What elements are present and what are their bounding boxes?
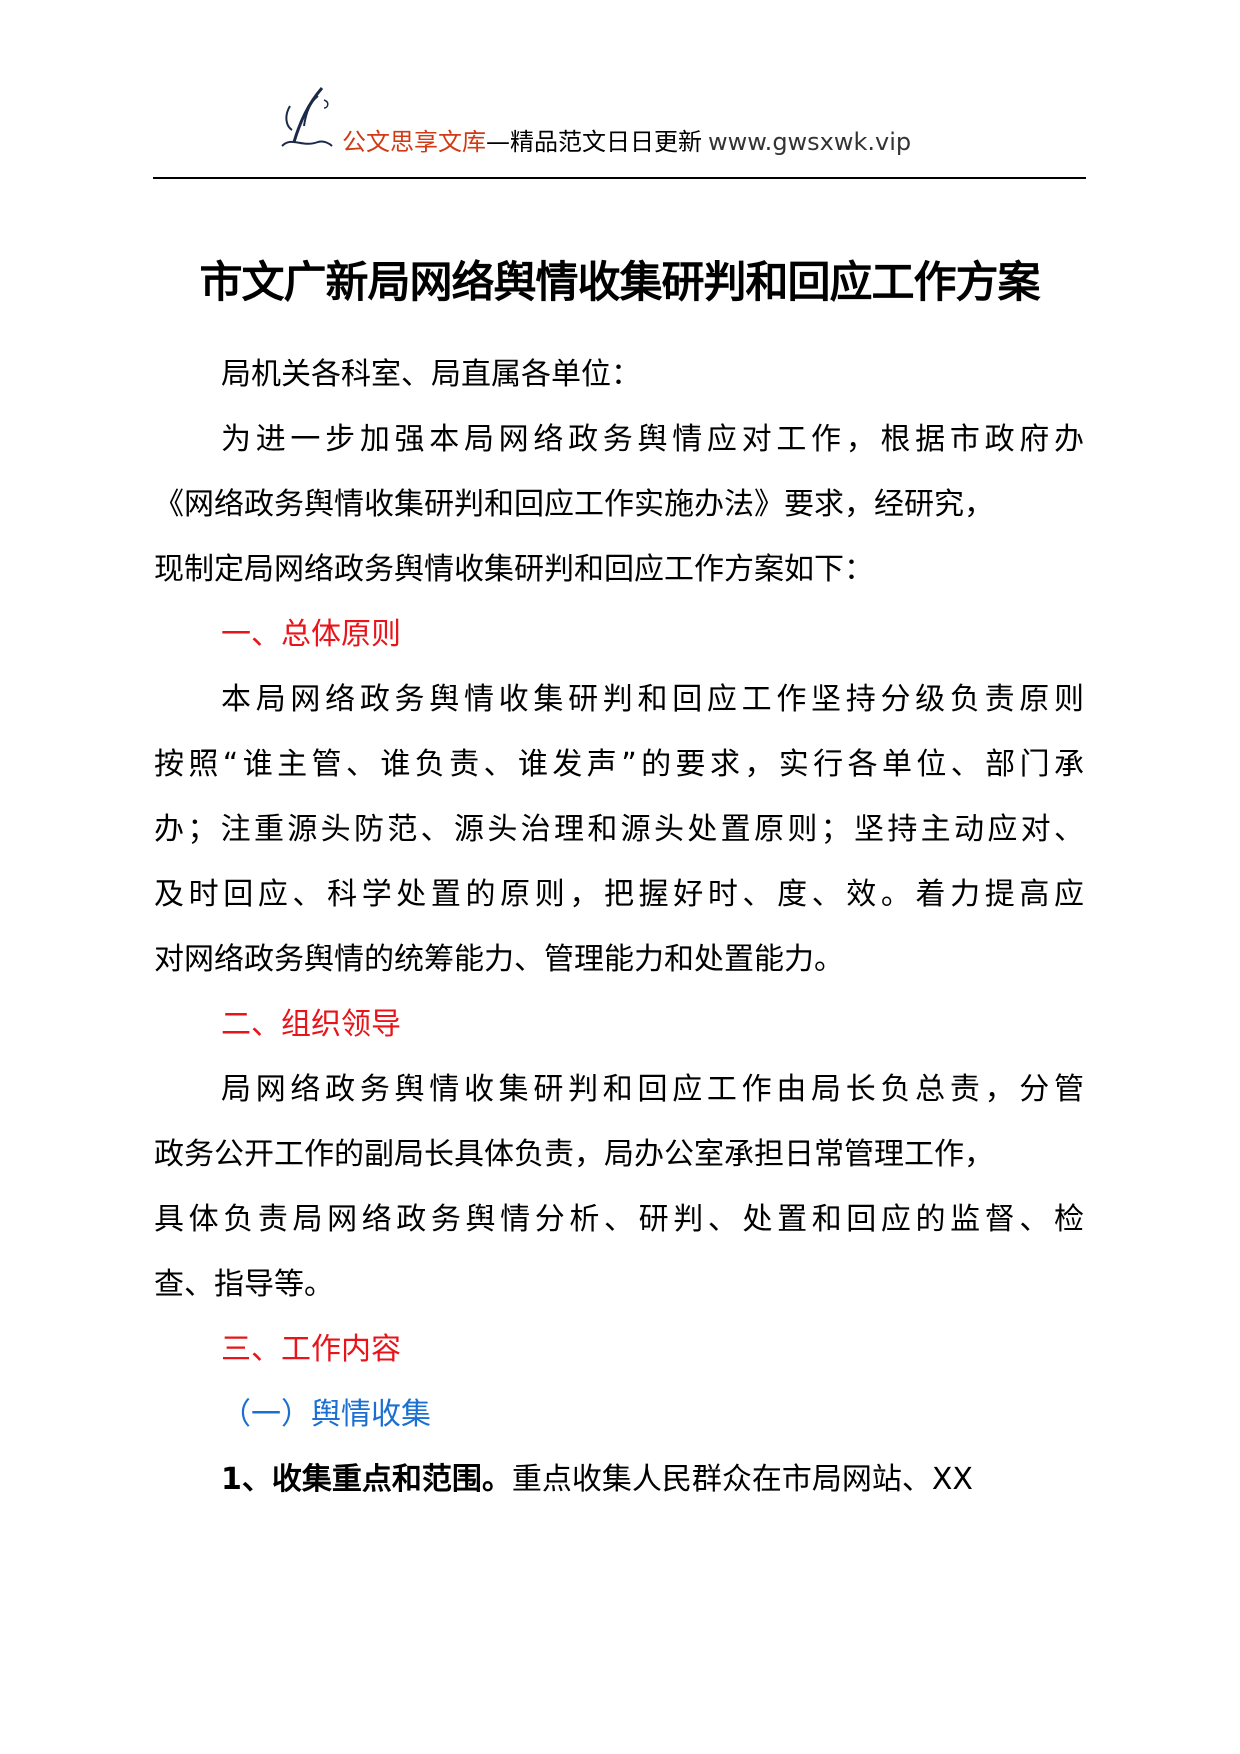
paragraph-line: 本局网络政务舆情收集研判和回应工作坚持分级负责原则: [221, 682, 1084, 717]
section-heading: 三、工作内容: [221, 1332, 401, 1367]
paragraph-line: 办；注重源头防范、源头治理和源头处置原则；坚持主动应对、: [154, 812, 1084, 847]
salutation: 局机关各科室、局直属各单位：: [221, 357, 641, 392]
header-divider: [153, 177, 1086, 179]
paragraph-line: 具体负责局网络政务舆情分析、研判、处置和回应的监督、检: [154, 1202, 1084, 1237]
subsection-heading: （一）舆情收集: [221, 1397, 431, 1432]
intro-line: 《网络政务舆情收集研判和回应工作实施办法》要求，经研究，: [154, 487, 994, 522]
intro-line: 现制定局网络政务舆情收集研判和回应工作方案如下：: [154, 552, 874, 587]
item-text: 重点收集人民群众在市局网站、XX: [511, 1462, 973, 1497]
slogan: —精品范文日日更新: [486, 128, 702, 156]
site-url: www.gwsxwk.vip: [708, 128, 912, 156]
paragraph-line: 1、收集重点和范围。重点收集人民群众在市局网站、XX: [154, 1447, 1084, 1512]
document-title: 市文广新局网络舆情收集研判和回应工作方案: [199, 258, 1041, 308]
section-heading: 二、组织领导: [221, 1007, 401, 1042]
document-body: 局机关各科室、局直属各单位： 为进一步加强本局网络政务舆情应对工作，根据市政府办…: [154, 342, 1084, 1512]
section-heading: 一、总体原则: [221, 617, 401, 652]
item-bold-lead: 1、收集重点和范围。: [221, 1462, 512, 1497]
paragraph-line: 按照“谁主管、谁负责、谁发声”的要求，实行各单位、部门承: [154, 747, 1084, 782]
paragraph-line: 政务公开工作的副局长具体负责，局办公室承担日常管理工作，: [154, 1137, 994, 1172]
header-text: 公文思享文库—精品范文日日更新 www.gwsxwk.vip: [342, 122, 911, 157]
paragraph-line: 对网络政务舆情的统筹能力、管理能力和处置能力。: [154, 942, 844, 977]
page-header: 公文思享文库—精品范文日日更新 www.gwsxwk.vip: [0, 86, 1240, 156]
paragraph-line: 局网络政务舆情收集研判和回应工作由局长负总责，分管: [221, 1072, 1084, 1107]
paragraph-line: 及时回应、科学处置的原则，把握好时、度、效。着力提高应: [154, 877, 1084, 912]
paragraph-line: 查、指导等。: [154, 1267, 334, 1302]
brand-name: 公文思享文库: [342, 128, 486, 156]
quill-logo-icon: [281, 87, 333, 147]
intro-line: 为进一步加强本局网络政务舆情应对工作，根据市政府办: [221, 422, 1084, 457]
